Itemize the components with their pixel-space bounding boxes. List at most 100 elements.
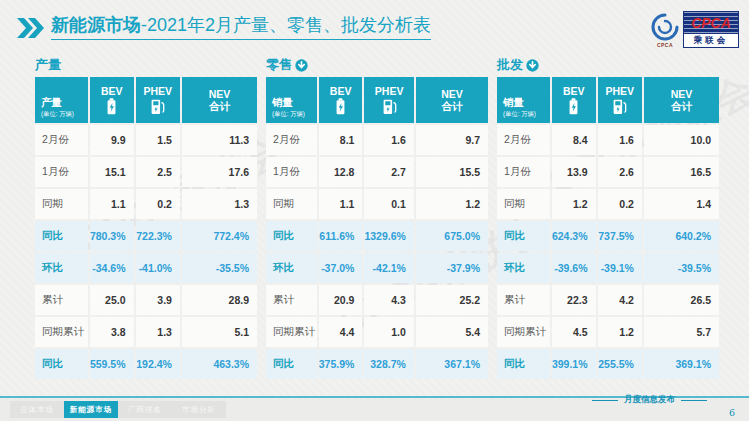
column-header-metric: 销量 (单位: 万辆) xyxy=(266,77,317,123)
table-cell: 5.4 xyxy=(416,317,488,347)
column-header-bev: BEV xyxy=(319,77,363,123)
column-header-nev-total: NEV 合计 xyxy=(182,77,257,123)
table-cell: 1.6 xyxy=(598,125,642,155)
table-cell: 611.6% xyxy=(319,221,363,251)
battery-icon xyxy=(567,98,580,115)
table-cell: 1.3 xyxy=(182,189,257,219)
footer-tab-新能源市场[interactable]: 新能源市场 xyxy=(64,401,118,418)
table-cell: 0.1 xyxy=(364,189,413,219)
table-cell: 5.7 xyxy=(644,317,719,347)
table-cell: 25.2 xyxy=(416,285,488,315)
footer-tab-厂商排名[interactable]: 厂商排名 xyxy=(118,401,172,418)
page-title-rest: -2021年2月产量、零售、批发分析表 xyxy=(141,15,431,35)
table-cell: 9.9 xyxy=(90,125,134,155)
section-title: 批发 xyxy=(497,56,719,74)
footer-tabs: 总体市场 新能源市场 厂商排名 市场分析 xyxy=(10,401,226,418)
table-cell: 640.2% xyxy=(644,221,719,251)
table-cell: 1.1 xyxy=(319,189,363,219)
table-cell: 192.4% xyxy=(136,349,180,379)
data-table-section: 批发 销量 (单位: 万辆) BEV PHEV xyxy=(497,56,719,379)
table-cell: 17.6 xyxy=(182,157,257,187)
data-table: 销量 (单位: 万辆) BEV PHEV xyxy=(266,77,488,379)
tables-row: 产量 产量 (单位: 万辆) BEV PHEV xyxy=(35,56,719,379)
table-cell: 4.2 xyxy=(598,285,642,315)
table-cell: 1.3 xyxy=(136,317,180,347)
table-cell: 28.9 xyxy=(182,285,257,315)
table-cell: 463.3% xyxy=(182,349,257,379)
table-cell: 25.0 xyxy=(90,285,134,315)
section-title: 零售 xyxy=(266,56,488,74)
row-label: 同期累计 xyxy=(266,317,317,347)
cpca-wordmark: CPCA 乘联会 xyxy=(683,11,739,48)
charging-pump-icon xyxy=(611,98,628,115)
table-cell: 22.3 xyxy=(552,285,596,315)
table-cell: 255.5% xyxy=(598,349,642,379)
table-cell: 1.0 xyxy=(364,317,413,347)
slide: CPCA乘联会 CPCA乘联会 CPCA乘联会 新能源市场-2021年2月产量、… xyxy=(0,0,749,421)
footer-tab-总体市场[interactable]: 总体市场 xyxy=(10,401,64,418)
row-label: 环比 xyxy=(266,253,317,283)
section-title-text: 零售 xyxy=(266,56,292,74)
double-chevron-icon xyxy=(16,18,44,38)
table-cell: 1.2 xyxy=(552,189,596,219)
row-label: 同期 xyxy=(35,189,88,219)
table-cell: 2.6 xyxy=(598,157,642,187)
row-label: 累计 xyxy=(497,285,550,315)
dash-line xyxy=(681,400,707,401)
row-label: 同期累计 xyxy=(497,317,550,347)
table-cell: 1.6 xyxy=(364,125,413,155)
table-cell: 328.7% xyxy=(364,349,413,379)
table-cell: 8.4 xyxy=(552,125,596,155)
table-cell: 624.3% xyxy=(552,221,596,251)
table-cell: 399.1% xyxy=(552,349,596,379)
row-label: 环比 xyxy=(35,253,88,283)
cpca-acronym: CPCA xyxy=(683,11,739,34)
table-cell: -41.0% xyxy=(136,253,180,283)
page-title-main: 新能源市场 xyxy=(51,15,141,35)
column-header-bev: BEV xyxy=(90,77,134,123)
table-cell: 1329.6% xyxy=(364,221,413,251)
row-label: 累计 xyxy=(266,285,317,315)
section-title-text: 产量 xyxy=(35,56,61,74)
row-label: 同比 xyxy=(266,221,317,251)
table-cell: -37.0% xyxy=(319,253,363,283)
row-label: 1月份 xyxy=(35,157,88,187)
table-cell: 0.2 xyxy=(136,189,180,219)
table-cell: 2.5 xyxy=(136,157,180,187)
table-cell: 0.2 xyxy=(598,189,642,219)
column-header-phev: PHEV xyxy=(364,77,413,123)
data-table-section: 零售 销量 (单位: 万辆) BEV PHEV xyxy=(266,56,488,379)
table-cell: 2.7 xyxy=(364,157,413,187)
data-table: 产量 (单位: 万辆) BEV PHEV xyxy=(35,77,257,379)
table-cell: 369.1% xyxy=(644,349,719,379)
footer-tab-市场分析[interactable]: 市场分析 xyxy=(172,401,226,418)
table-cell: 3.9 xyxy=(136,285,180,315)
table-cell: 1.4 xyxy=(644,189,719,219)
section-title-text: 批发 xyxy=(497,56,523,74)
row-label: 同期 xyxy=(497,189,550,219)
column-header-metric: 销量 (单位: 万辆) xyxy=(497,77,550,123)
page-title: 新能源市场-2021年2月产量、零售、批发分析表 xyxy=(51,14,431,40)
slide-header: 新能源市场-2021年2月产量、零售、批发分析表 xyxy=(16,14,431,40)
table-cell: 20.9 xyxy=(319,285,363,315)
table-cell: 4.5 xyxy=(552,317,596,347)
row-label: 同比 xyxy=(497,221,550,251)
row-label: 同期累计 xyxy=(35,317,88,347)
column-header-bev: BEV xyxy=(552,77,596,123)
row-label: 环比 xyxy=(497,253,550,283)
column-header-nev-total: NEV 合计 xyxy=(416,77,488,123)
table-cell: 3.8 xyxy=(90,317,134,347)
row-label: 同比 xyxy=(35,221,88,251)
table-cell: 4.4 xyxy=(319,317,363,347)
cpca-logo: CPCA CPCA 乘联会 xyxy=(650,11,739,48)
cpca-chinese-name: 乘联会 xyxy=(683,34,739,48)
table-cell: 12.8 xyxy=(319,157,363,187)
table-cell: -39.1% xyxy=(598,253,642,283)
row-label: 累计 xyxy=(35,285,88,315)
row-label: 同比 xyxy=(497,349,550,379)
dash-line xyxy=(592,400,618,401)
publication-label: 月度信息发布 xyxy=(592,394,707,406)
battery-icon xyxy=(334,98,347,115)
cpca-swirl-icon: CPCA xyxy=(650,12,680,48)
table-cell: 8.1 xyxy=(319,125,363,155)
